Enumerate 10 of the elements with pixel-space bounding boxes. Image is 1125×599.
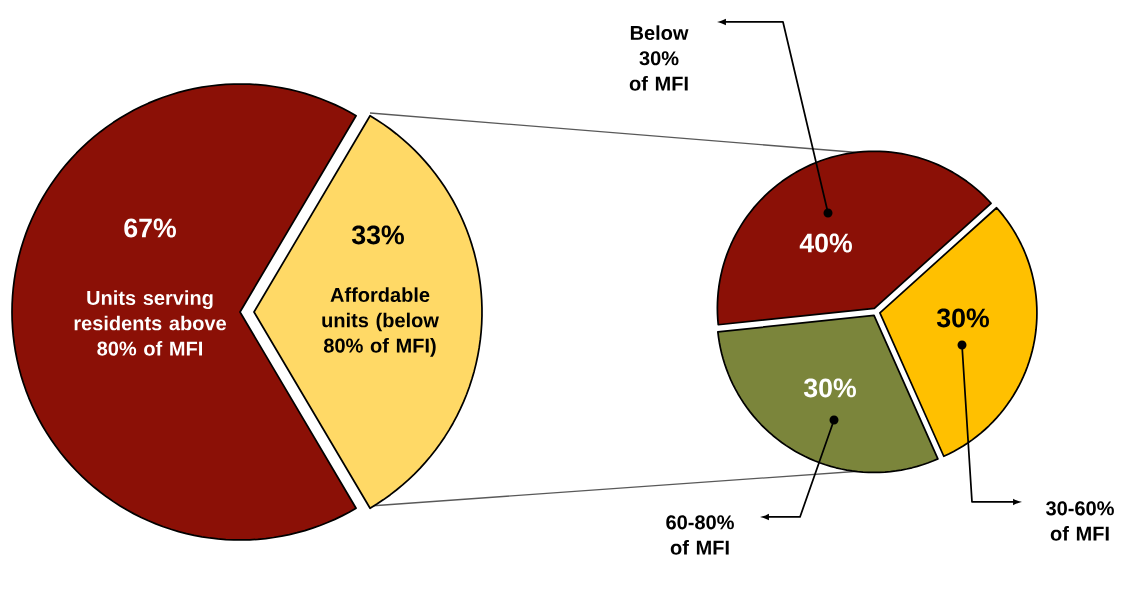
data-label: 40%	[799, 233, 852, 253]
slice-label: Units serving residents above 80% of MFI	[74, 290, 227, 356]
data-label: 30%	[803, 378, 856, 398]
data-label: 30%	[936, 308, 989, 328]
slice-label: 30-60% of MFI	[1046, 501, 1114, 541]
data-label: 33%	[351, 225, 404, 245]
slice-label: Affordable units (below 80% of MFI)	[322, 287, 439, 357]
data-label: 67%	[124, 218, 176, 238]
slice-label: 60-80% of MFI	[666, 515, 734, 555]
slice-label: Below 30% of MFI	[629, 25, 689, 91]
